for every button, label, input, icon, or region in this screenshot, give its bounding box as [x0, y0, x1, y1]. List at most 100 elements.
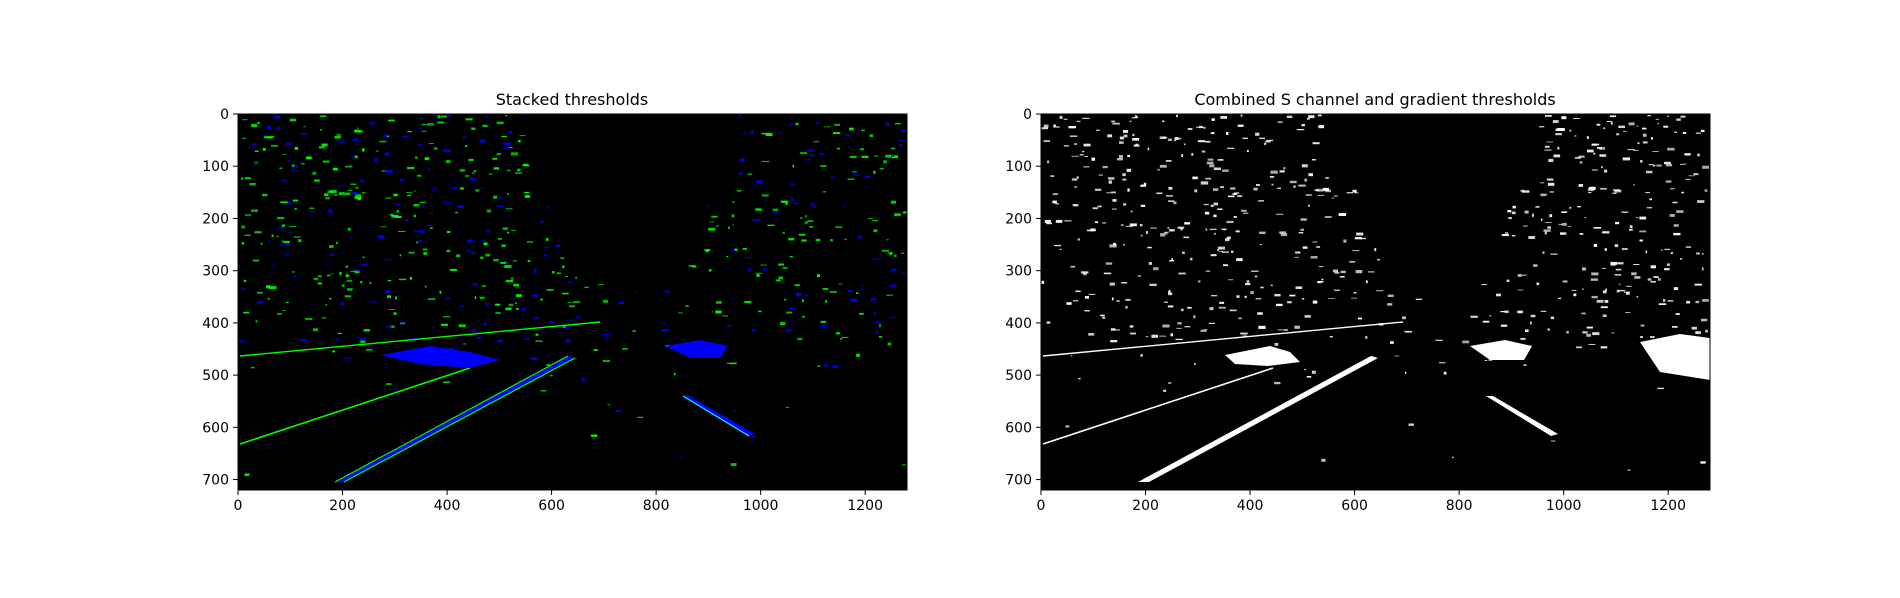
- threshold-pixel: [1536, 282, 1540, 286]
- threshold-pixel: [1236, 258, 1243, 262]
- threshold-pixel: [1302, 297, 1305, 300]
- threshold-pixel: [1046, 222, 1052, 225]
- threshold-pixel: [417, 240, 422, 243]
- threshold-pixel: [1639, 336, 1643, 338]
- threshold-pixel: [1218, 306, 1226, 309]
- threshold-pixel: [1147, 147, 1150, 151]
- threshold-pixel: [1645, 250, 1648, 254]
- threshold-pixel: [1558, 223, 1563, 225]
- threshold-pixel: [386, 325, 392, 328]
- threshold-pixel: [1280, 233, 1288, 237]
- threshold-pixel: [350, 156, 356, 158]
- x-tick-label: 200: [1132, 498, 1159, 514]
- threshold-pixel: [1614, 189, 1622, 193]
- threshold-pixel: [1588, 192, 1592, 194]
- threshold-pixel: [1245, 283, 1251, 286]
- threshold-pixel: [1573, 293, 1577, 297]
- threshold-pixel: [1091, 157, 1095, 161]
- threshold-pixel: [428, 298, 436, 300]
- threshold-pixel: [1584, 217, 1587, 219]
- threshold-pixel: [873, 312, 877, 315]
- threshold-pixel: [319, 115, 327, 118]
- threshold-pixel: [485, 303, 489, 306]
- threshold-pixel: [1116, 300, 1120, 302]
- threshold-pixel: [806, 149, 814, 152]
- threshold-pixel: [1705, 329, 1708, 333]
- threshold-pixel: [413, 214, 416, 218]
- threshold-pixel: [1148, 262, 1152, 265]
- threshold-pixel: [459, 305, 464, 308]
- threshold-pixel: [1321, 278, 1324, 281]
- threshold-pixel: [465, 118, 473, 121]
- threshold-pixel: [1123, 203, 1127, 206]
- threshold-pixel: [434, 186, 437, 189]
- threshold-pixel: [1590, 278, 1598, 281]
- threshold-pixel: [740, 158, 745, 162]
- threshold-pixel: [513, 142, 517, 144]
- threshold-pixel: [292, 164, 295, 167]
- threshold-pixel: [1567, 225, 1572, 227]
- threshold-pixel: [726, 255, 729, 258]
- y-tick-label: 500: [1005, 368, 1032, 384]
- threshold-pixel: [1700, 461, 1706, 464]
- threshold-pixel: [1269, 176, 1275, 178]
- threshold-pixel: [784, 299, 787, 301]
- threshold-pixel: [497, 238, 502, 240]
- threshold-pixel: [755, 209, 763, 211]
- threshold-pixel: [1578, 184, 1583, 187]
- threshold-pixel: [510, 152, 519, 156]
- threshold-pixel: [744, 301, 752, 304]
- threshold-pixel: [1064, 220, 1072, 222]
- threshold-pixel: [715, 310, 722, 314]
- threshold-pixel: [440, 115, 447, 118]
- threshold-pixel: [388, 309, 396, 310]
- threshold-pixel: [734, 248, 738, 251]
- threshold-pixel: [1569, 207, 1572, 209]
- threshold-pixel: [535, 333, 539, 336]
- threshold-pixel: [1548, 158, 1554, 162]
- threshold-pixel: [1600, 346, 1608, 349]
- threshold-pixel: [1308, 173, 1313, 177]
- threshold-pixel: [263, 136, 268, 139]
- threshold-pixel: [817, 365, 821, 367]
- threshold-pixel: [730, 463, 737, 466]
- threshold-pixel: [1317, 281, 1324, 283]
- threshold-pixel: [459, 169, 466, 172]
- threshold-pixel: [496, 205, 504, 207]
- threshold-pixel: [1227, 147, 1235, 149]
- threshold-pixel: [1287, 301, 1292, 304]
- car-highlight: [1640, 334, 1710, 380]
- threshold-pixel: [1071, 178, 1078, 181]
- threshold-pixel: [1684, 153, 1691, 156]
- threshold-pixel: [1111, 120, 1115, 123]
- threshold-pixel: [1696, 252, 1700, 255]
- threshold-pixel: [1650, 280, 1656, 283]
- threshold-pixel: [480, 187, 484, 189]
- threshold-pixel: [794, 284, 800, 287]
- threshold-pixel: [515, 308, 519, 310]
- threshold-pixel: [281, 240, 284, 243]
- threshold-texture: [238, 114, 907, 477]
- threshold-pixel: [1228, 279, 1234, 281]
- threshold-pixel: [1168, 382, 1172, 384]
- threshold-pixel: [390, 325, 395, 328]
- threshold-pixel: [1343, 239, 1347, 243]
- threshold-pixel: [593, 349, 598, 351]
- threshold-pixel: [1676, 210, 1684, 213]
- threshold-pixel: [1258, 325, 1266, 329]
- threshold-pixel: [1633, 184, 1635, 186]
- threshold-pixel: [1591, 143, 1598, 146]
- threshold-pixel: [1606, 121, 1612, 122]
- threshold-pixel: [1617, 289, 1625, 292]
- car-highlight: [1470, 340, 1532, 360]
- threshold-pixel: [1050, 175, 1055, 177]
- threshold-pixel: [1674, 131, 1677, 133]
- threshold-pixel: [488, 122, 491, 124]
- threshold-pixel: [1181, 154, 1183, 157]
- threshold-pixel: [493, 167, 500, 170]
- threshold-pixel: [523, 114, 527, 116]
- threshold-pixel: [729, 362, 737, 365]
- threshold-pixel: [1562, 222, 1567, 226]
- threshold-pixel: [582, 377, 586, 381]
- threshold-pixel: [1648, 164, 1654, 166]
